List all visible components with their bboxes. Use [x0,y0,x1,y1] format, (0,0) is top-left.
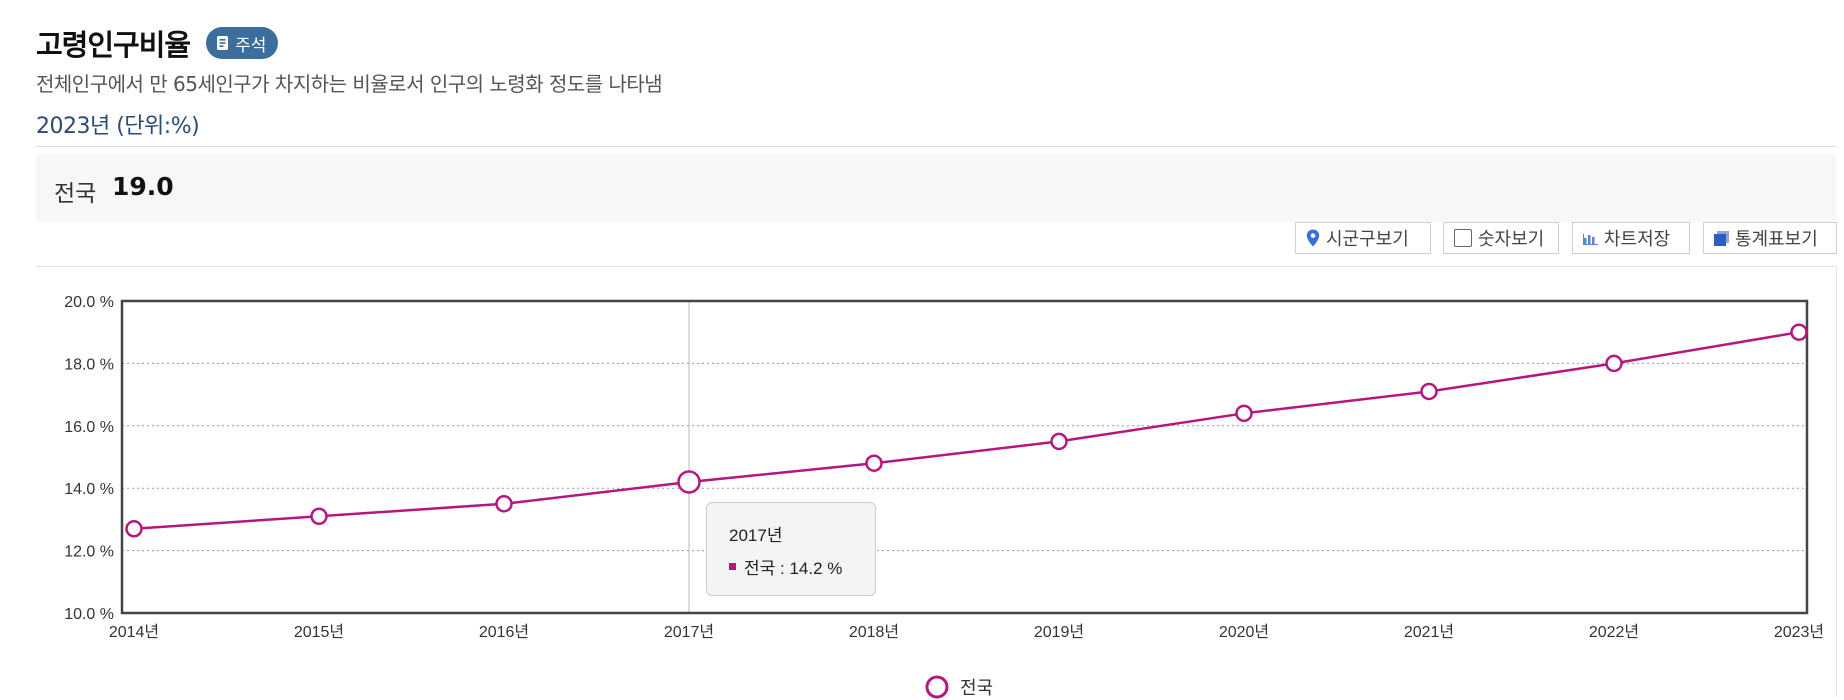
data-point [310,507,328,526]
data-point [1420,382,1438,401]
location-pin-icon [1306,229,1320,247]
x-tick-label: 2015년 [294,623,344,641]
note-button[interactable]: 주석 [206,27,279,59]
data-point [125,520,143,538]
chart-frame: 10.0 % 12.0 % 14.0 % 16.0 % 18.0 % 20.0 % 2014… [36,266,1837,697]
data-point [495,495,513,513]
x-tick-label: 2017년 [664,623,714,641]
tooltip-text: 전국 : 14.2 % [744,559,843,578]
table-view-button[interactable]: 통계표보기 [1703,222,1837,254]
data-point [1050,432,1068,451]
x-tick-label: 2016년 [479,623,529,641]
bar-chart-icon [1583,234,1598,245]
title-row: 고령인구비율 주석 [36,22,279,64]
legend-label: 전국 [960,678,994,699]
summary-label: 전국 [54,181,97,207]
data-point [677,470,701,494]
x-tick-label: 2023년 [1774,623,1824,641]
data-point [1235,404,1253,423]
number-view-checkbox[interactable] [1454,229,1472,247]
x-tick-label: 2019년 [1034,623,1084,641]
legend-marker-icon [925,675,949,699]
note-button-label: 주석 [235,35,267,56]
number-view-label: 숫자보기 [1478,229,1545,250]
x-tick-label: 2020년 [1219,623,1269,641]
y-tick-label: 10.0 % [64,606,114,623]
y-tick-label: 20.0 % [64,294,114,311]
tooltip-title: 2017년 [729,526,783,545]
district-view-button[interactable]: 시군구보기 [1295,222,1431,254]
y-tick-label: 12.0 % [64,544,114,561]
data-point [1790,323,1808,341]
period-label: 2023년 (단위:%) [36,114,200,139]
y-tick-label: 16.0 % [64,419,114,436]
data-point [865,454,883,472]
plot-area-border [120,299,1809,615]
summary-box: 전국 19.0 [36,154,1836,222]
page-title: 고령인구비율 [36,28,191,62]
series-line [133,330,1800,531]
description-text: 전체인구에서 만 65세인구가 차지하는 비율로서 인구의 노령화 정도를 나타… [36,72,663,96]
chart-tooltip: 2017년 전국 : 14.2 % [706,502,876,596]
x-tick-label: 2014년 [109,623,159,641]
x-tick-label: 2021년 [1404,623,1454,641]
data-point [1605,354,1623,373]
x-tick-label: 2018년 [849,623,899,641]
save-chart-label: 차트저장 [1604,229,1671,250]
y-tick-label: 18.0 % [64,356,114,373]
number-view-toggle[interactable]: 숫자보기 [1443,222,1559,254]
y-tick-label: 14.0 % [64,481,114,498]
district-view-label: 시군구보기 [1326,229,1409,250]
table-view-label: 통계표보기 [1735,229,1818,250]
line-chart: 10.0 % 12.0 % 14.0 % 16.0 % 18.0 % 20.0 % 2014… [64,294,1824,641]
tooltip-swatch [729,563,736,570]
x-tick-label: 2022년 [1589,623,1639,641]
tooltip-row: 전국 : 14.2 % [729,554,875,579]
document-icon [217,36,229,50]
divider [36,146,1836,147]
summary-value: 19.0 [112,172,174,201]
table-icon [1714,230,1729,246]
save-chart-button[interactable]: 차트저장 [1572,222,1690,254]
chart-legend[interactable]: 전국 [924,674,993,700]
